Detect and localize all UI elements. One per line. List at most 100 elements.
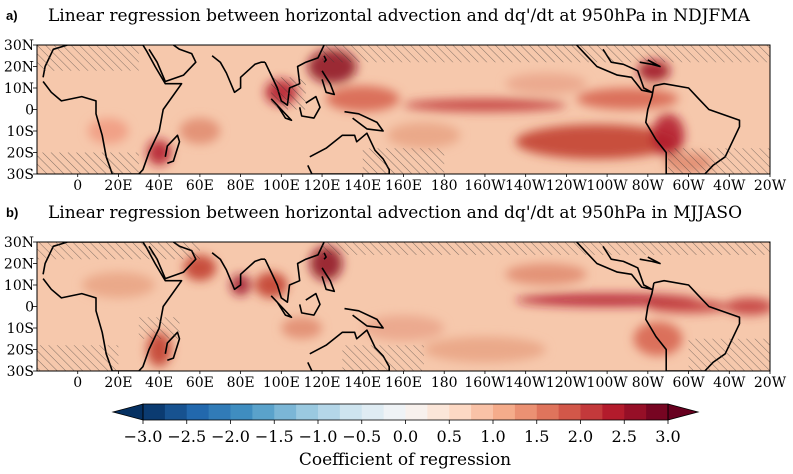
x-tick-label: 160W [464,375,506,391]
hatch-region [37,152,139,174]
hatch-region [37,242,200,260]
x-tick-label: 160E [385,375,422,391]
colorbar-high-extend [667,403,700,421]
y-tick-label: 0 [25,103,34,119]
colorbar-cell [252,404,275,420]
x-tick-label: 100E [263,178,300,194]
coastline [307,132,391,174]
x-tick-label: 60E [186,375,214,391]
colorbar-cell [493,404,516,420]
colorbar-cell [558,404,582,420]
colorbar-cell [296,404,319,420]
panel-a-letter: a) [6,8,18,23]
x-tick-label: 140E [344,375,381,391]
coastline [639,59,661,68]
field-anomaly [362,315,445,341]
panel-b-map [37,242,770,371]
x-tick-label: 80E [227,178,255,194]
hatch-region [37,345,119,371]
field-anomaly [725,297,770,316]
field-anomaly [179,118,221,144]
x-tick-label: 60W [672,375,705,391]
colorbar-tick-label: −2.0 [211,427,250,446]
panel-b-y-ticks: 30N 20N 10N 0 10S 20S 30S [4,235,37,380]
y-tick-label: 20S [7,146,34,162]
x-tick-label: 20W [754,178,787,194]
field-anomaly [387,122,461,149]
coastline [148,45,197,83]
colorbar-label: Coefficient of regression [299,450,511,470]
colorbar-cells [143,404,669,420]
x-tick-label: 20E [104,178,132,194]
field-anomaly [146,139,172,166]
colorbar-tick-label: −1.5 [255,427,294,446]
x-tick-label: 40E [145,178,173,194]
panel-a-title: Linear regression between horizontal adv… [48,6,751,26]
panel-a-significance-hatching [37,45,770,174]
coastline [576,45,653,94]
y-tick-label: 30S [7,167,34,183]
field-anomaly [326,85,400,112]
colorbar-cell [624,404,647,420]
x-tick-label: 120W [546,375,588,391]
coastline [307,329,391,371]
colorbar-cell [536,404,560,420]
colorbar-cell [449,404,472,420]
y-tick-label: 20N [4,257,34,273]
field-anomaly [505,263,587,285]
coastline [298,95,321,119]
field-anomaly [81,272,156,298]
x-tick-label: 80W [632,178,665,194]
x-tick-label: 100W [587,178,629,194]
y-tick-label: 10N [4,278,34,294]
field-anomaly [647,300,730,313]
panel-b-x-ticks: 0 20E 40E 60E 80E 100E 120E 140E 160E 180 160W 140W… [73,371,787,391]
hatch-region [37,45,139,71]
x-tick-label: 80W [632,375,665,391]
colorbar: −3.0 −2.5 −2.0 −1.5 −1.0 −0.5 0.0 0.5 1.0 1.5 2.0 2… [111,403,700,470]
panel-b-significance-hatching [37,242,770,371]
x-tick-label: 140W [505,178,547,194]
x-tick-label: 40W [713,178,746,194]
panel-b: b) Linear regression between horizontal … [4,203,787,391]
coastline [576,242,653,291]
x-tick-label: 120E [304,178,341,194]
colorbar-tick-label: 1.5 [524,427,549,446]
panel-b-field-anomalies [81,246,770,367]
y-tick-label: 20S [7,343,34,359]
coastline [344,110,384,132]
panel-a-x-ticks: 0 20E 40E 60E 80E 100E 120E 140E 160E 180 160W 140W… [73,174,787,194]
field-anomaly [183,254,217,281]
coastline [321,267,336,293]
coastline [211,55,265,94]
colorbar-cell [405,404,428,420]
colorbar-cell [646,404,669,420]
colorbar-tick-label: −3.0 [124,427,163,446]
x-tick-label: 40W [713,375,746,391]
colorbar-tick-label: 2.0 [568,427,593,446]
y-tick-label: 10S [7,124,34,140]
field-anomaly [515,124,679,159]
hatch-region [362,148,445,174]
x-tick-label: 160W [464,178,506,194]
coastline [270,295,293,319]
x-tick-label: 60E [186,178,214,194]
colorbar-cell [580,404,603,420]
panel-b-title: Linear regression between horizontal adv… [48,203,742,223]
colorbar-tick-label: 2.5 [612,427,637,446]
x-tick-label: 100E [263,375,300,391]
colorbar-tick-label: −1.0 [299,427,338,446]
coastline [211,252,265,291]
x-tick-label: 140E [344,178,381,194]
y-tick-label: 10N [4,81,34,97]
colorbar-cell [514,404,538,420]
y-tick-label: 30N [4,235,34,251]
x-tick-label: 180 [431,375,458,391]
field-anomaly [637,60,671,82]
x-tick-label: 60W [672,178,705,194]
field-anomaly [515,293,699,307]
hatch-region [271,77,306,110]
coastline [639,256,661,265]
field-anomaly [403,98,567,112]
